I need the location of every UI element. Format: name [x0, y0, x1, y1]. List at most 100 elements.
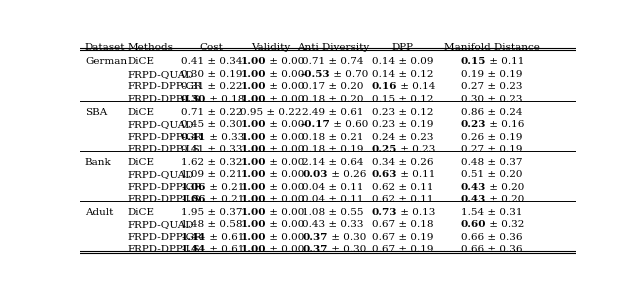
Text: 1.00: 1.00: [240, 95, 266, 104]
Text: ± 0.14: ± 0.14: [397, 82, 436, 92]
Text: FRPD-QUAD: FRPD-QUAD: [127, 70, 194, 79]
Text: ± 0.26: ± 0.26: [328, 170, 366, 179]
Text: DPP: DPP: [392, 43, 413, 52]
Text: 1.00: 1.00: [240, 195, 266, 204]
Text: 0.34 ± 0.26: 0.34 ± 0.26: [372, 158, 433, 166]
Text: 0.73: 0.73: [372, 208, 397, 217]
Text: 1.08 ± 0.55: 1.08 ± 0.55: [302, 208, 364, 217]
Text: 1.00: 1.00: [240, 158, 266, 166]
Text: 0.67 ± 0.19: 0.67 ± 0.19: [372, 233, 433, 242]
Text: 0.14 ± 0.09: 0.14 ± 0.09: [372, 57, 433, 67]
Text: 1.00: 1.00: [240, 233, 266, 242]
Text: 1.00: 1.00: [240, 132, 266, 141]
Text: ± 0.23: ± 0.23: [397, 145, 435, 154]
Text: ± 0.00: ± 0.00: [266, 220, 304, 229]
Text: 1.00: 1.00: [240, 57, 266, 67]
Text: 1.00: 1.00: [240, 120, 266, 129]
Text: 0.62 ± 0.11: 0.62 ± 0.11: [372, 183, 433, 192]
Text: ± 0.20: ± 0.20: [486, 183, 525, 192]
Text: 0.18 ± 0.21: 0.18 ± 0.21: [302, 132, 364, 141]
Text: 1.00: 1.00: [240, 220, 266, 229]
Text: ± 0.33: ± 0.33: [206, 132, 244, 141]
Text: 0.17 ± 0.20: 0.17 ± 0.20: [302, 82, 364, 92]
Text: Dataset: Dataset: [85, 43, 125, 52]
Text: 0.26 ± 0.19: 0.26 ± 0.19: [461, 132, 522, 141]
Text: 1.06: 1.06: [180, 195, 206, 204]
Text: ± 0.61: ± 0.61: [206, 245, 244, 254]
Text: FRPD-QUAD: FRPD-QUAD: [127, 170, 194, 179]
Text: 1.54 ± 0.31: 1.54 ± 0.31: [461, 208, 522, 217]
Text: FRPD-DPP-GR: FRPD-DPP-GR: [127, 82, 202, 92]
Text: FRPD-DPP-GR: FRPD-DPP-GR: [127, 233, 202, 242]
Text: 0.48 ± 0.37: 0.48 ± 0.37: [461, 158, 522, 166]
Text: 1.00: 1.00: [240, 245, 266, 254]
Text: 1.62 ± 0.32: 1.62 ± 0.32: [180, 158, 242, 166]
Text: ± 0.00: ± 0.00: [266, 82, 304, 92]
Text: 0.25: 0.25: [372, 145, 397, 154]
Text: 0.30 ± 0.19: 0.30 ± 0.19: [180, 70, 242, 79]
Text: 1.00: 1.00: [240, 70, 266, 79]
Text: 0.66 ± 0.36: 0.66 ± 0.36: [461, 245, 522, 254]
Text: ± 0.20: ± 0.20: [486, 195, 525, 204]
Text: Cost: Cost: [200, 43, 223, 52]
Text: 0.19 ± 0.19: 0.19 ± 0.19: [461, 70, 522, 79]
Text: -0.17: -0.17: [300, 120, 330, 129]
Text: DiCE: DiCE: [127, 208, 154, 217]
Text: 1.95 ± 0.37: 1.95 ± 0.37: [180, 208, 242, 217]
Text: 0.71 ± 0.74: 0.71 ± 0.74: [302, 57, 364, 67]
Text: 0.41 ± 0.34: 0.41 ± 0.34: [180, 57, 242, 67]
Text: ± 0.00: ± 0.00: [266, 170, 304, 179]
Text: 2.49 ± 0.61: 2.49 ± 0.61: [302, 107, 364, 116]
Text: DiCE: DiCE: [127, 158, 154, 166]
Text: ± 0.11: ± 0.11: [397, 170, 435, 179]
Text: 0.41: 0.41: [180, 132, 206, 141]
Text: 0.60: 0.60: [461, 220, 486, 229]
Text: 0.67 ± 0.19: 0.67 ± 0.19: [372, 245, 433, 254]
Text: ± 0.00: ± 0.00: [266, 158, 304, 166]
Text: ± 0.00: ± 0.00: [266, 233, 304, 242]
Text: 1.09 ± 0.21: 1.09 ± 0.21: [180, 170, 242, 179]
Text: ± 0.18: ± 0.18: [206, 95, 244, 104]
Text: 0.27 ± 0.19: 0.27 ± 0.19: [461, 145, 522, 154]
Text: FRPD-DPP-LS: FRPD-DPP-LS: [127, 145, 200, 154]
Text: 0.43 ± 0.33: 0.43 ± 0.33: [302, 220, 364, 229]
Text: 0.18 ± 0.19: 0.18 ± 0.19: [302, 145, 364, 154]
Text: -0.53: -0.53: [300, 70, 330, 79]
Text: 1.44: 1.44: [180, 233, 206, 242]
Text: 0.04 ± 0.11: 0.04 ± 0.11: [302, 183, 364, 192]
Text: 1.00: 1.00: [240, 183, 266, 192]
Text: DiCE: DiCE: [127, 107, 154, 116]
Text: 0.30 ± 0.23: 0.30 ± 0.23: [461, 95, 522, 104]
Text: 0.31 ± 0.22: 0.31 ± 0.22: [180, 82, 242, 92]
Text: ± 0.30: ± 0.30: [328, 233, 366, 242]
Text: 1.44: 1.44: [180, 245, 206, 254]
Text: 0.43: 0.43: [461, 195, 486, 204]
Text: ± 0.00: ± 0.00: [266, 183, 304, 192]
Text: ± 0.61: ± 0.61: [206, 233, 244, 242]
Text: ± 0.32: ± 0.32: [486, 220, 525, 229]
Text: 0.16: 0.16: [372, 82, 397, 92]
Text: DiCE: DiCE: [127, 57, 154, 67]
Text: 0.95 ± 0.22: 0.95 ± 0.22: [240, 107, 301, 116]
Text: ± 0.00: ± 0.00: [266, 95, 304, 104]
Text: 0.67 ± 0.18: 0.67 ± 0.18: [372, 220, 433, 229]
Text: ± 0.00: ± 0.00: [266, 208, 304, 217]
Text: 0.37: 0.37: [302, 233, 328, 242]
Text: Methods: Methods: [127, 43, 173, 52]
Text: ± 0.11: ± 0.11: [486, 57, 525, 67]
Text: ± 0.00: ± 0.00: [266, 245, 304, 254]
Text: ± 0.00: ± 0.00: [266, 120, 304, 129]
Text: 0.24 ± 0.23: 0.24 ± 0.23: [372, 132, 433, 141]
Text: Manifold Distance: Manifold Distance: [444, 43, 540, 52]
Text: 1.00: 1.00: [240, 145, 266, 154]
Text: Anti Diversity: Anti Diversity: [297, 43, 369, 52]
Text: Validity: Validity: [252, 43, 291, 52]
Text: 0.23 ± 0.19: 0.23 ± 0.19: [372, 120, 433, 129]
Text: 0.18 ± 0.20: 0.18 ± 0.20: [302, 95, 364, 104]
Text: 1.00: 1.00: [240, 82, 266, 92]
Text: 0.63: 0.63: [372, 170, 397, 179]
Text: FRPD-QUAD: FRPD-QUAD: [127, 220, 194, 229]
Text: ± 0.00: ± 0.00: [266, 70, 304, 79]
Text: 0.30: 0.30: [180, 95, 206, 104]
Text: ± 0.13: ± 0.13: [397, 208, 435, 217]
